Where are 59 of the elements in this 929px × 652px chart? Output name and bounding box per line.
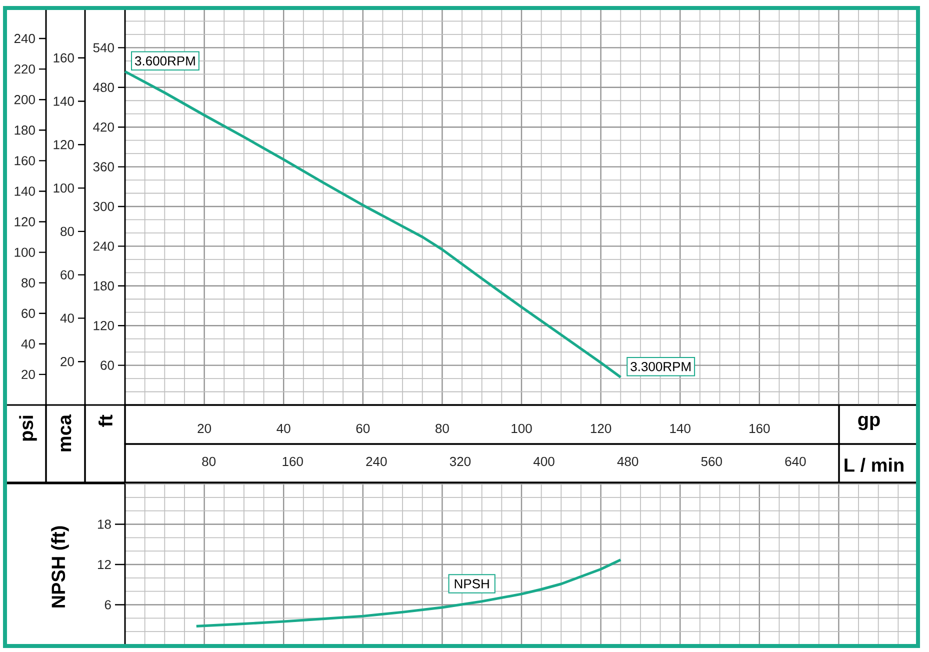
y2-tick-label: 240 [14, 34, 35, 44]
y3-tick-label: 20 [60, 356, 74, 366]
x2-tick-label: 240 [366, 456, 387, 466]
y3-axis-title: mca [60, 414, 72, 452]
y-tick-label: 540 [93, 43, 114, 52]
y-tick-label: 60 [100, 360, 114, 370]
x-tick-label: 120 [590, 424, 612, 434]
x2-axis-title: L / min [844, 458, 904, 472]
line-series [195, 558, 622, 628]
x-tick-label: 160 [750, 424, 770, 434]
y2-axis-title: psi [19, 416, 37, 441]
y2-tick-label: 180 [14, 126, 35, 135]
y-tick-label: 6 [104, 600, 111, 610]
x-tick-label: 80 [436, 424, 449, 434]
annotation: 3.600RPM [135, 56, 195, 66]
line-series [124, 70, 622, 378]
y3-tick-label: 80 [60, 226, 74, 236]
y3-tick-label: 40 [60, 314, 74, 323]
x2-tick-label: 80 [202, 456, 216, 466]
y2-tick-label: 140 [14, 186, 35, 196]
y2-tick-label: 80 [22, 278, 35, 288]
y-tick-label: 300 [93, 202, 114, 212]
y2-tick-label: 220 [14, 64, 35, 74]
y3-tick-label: 100 [54, 183, 74, 193]
y-tick-label: 120 [94, 320, 114, 330]
x2-tick-label: 480 [617, 456, 638, 466]
x2-tick-label: 160 [282, 456, 303, 466]
x-tick-label: 20 [198, 424, 212, 434]
y-tick-label: 480 [93, 82, 114, 92]
y2-tick-label: 20 [22, 370, 35, 380]
y2-tick-label: 60 [22, 308, 35, 318]
y2-tick-label: 100 [14, 248, 35, 257]
y-axis-title: ft [98, 414, 112, 427]
x-tick-label: 140 [670, 424, 690, 434]
x-axis-title: gp [858, 416, 880, 430]
y3-tick-label: 160 [54, 53, 74, 62]
y-tick-label: 18 [98, 520, 111, 529]
y2-tick-label: 40 [21, 339, 35, 349]
x-tick-label: 100 [512, 424, 532, 434]
x2-tick-label: 560 [701, 456, 722, 466]
series-label: NPSH [454, 579, 489, 588]
y-tick-label: 180 [94, 281, 114, 290]
x-tick-label: 40 [276, 424, 290, 434]
y-tick-label: 240 [93, 242, 114, 251]
y3-tick-label: 140 [54, 96, 74, 106]
y-tick-label: 360 [93, 162, 114, 172]
y2-tick-label: 200 [14, 95, 35, 104]
x2-tick-label: 400 [533, 456, 554, 466]
y-tick-label: 420 [93, 122, 114, 132]
y-tick-label: 12 [98, 560, 111, 570]
y2-tick-label: 120 [14, 217, 35, 226]
x2-tick-label: 640 [785, 456, 806, 466]
y3-tick-label: 120 [54, 140, 74, 150]
y2-tick-label: 160 [14, 156, 35, 166]
y-axis-title: NPSH (ft) [51, 526, 69, 608]
annotation: 3.300RPM [630, 362, 690, 372]
y3-tick-label: 60 [60, 270, 74, 280]
x2-tick-label: 320 [450, 456, 471, 466]
x-tick-label: 60 [356, 424, 370, 434]
